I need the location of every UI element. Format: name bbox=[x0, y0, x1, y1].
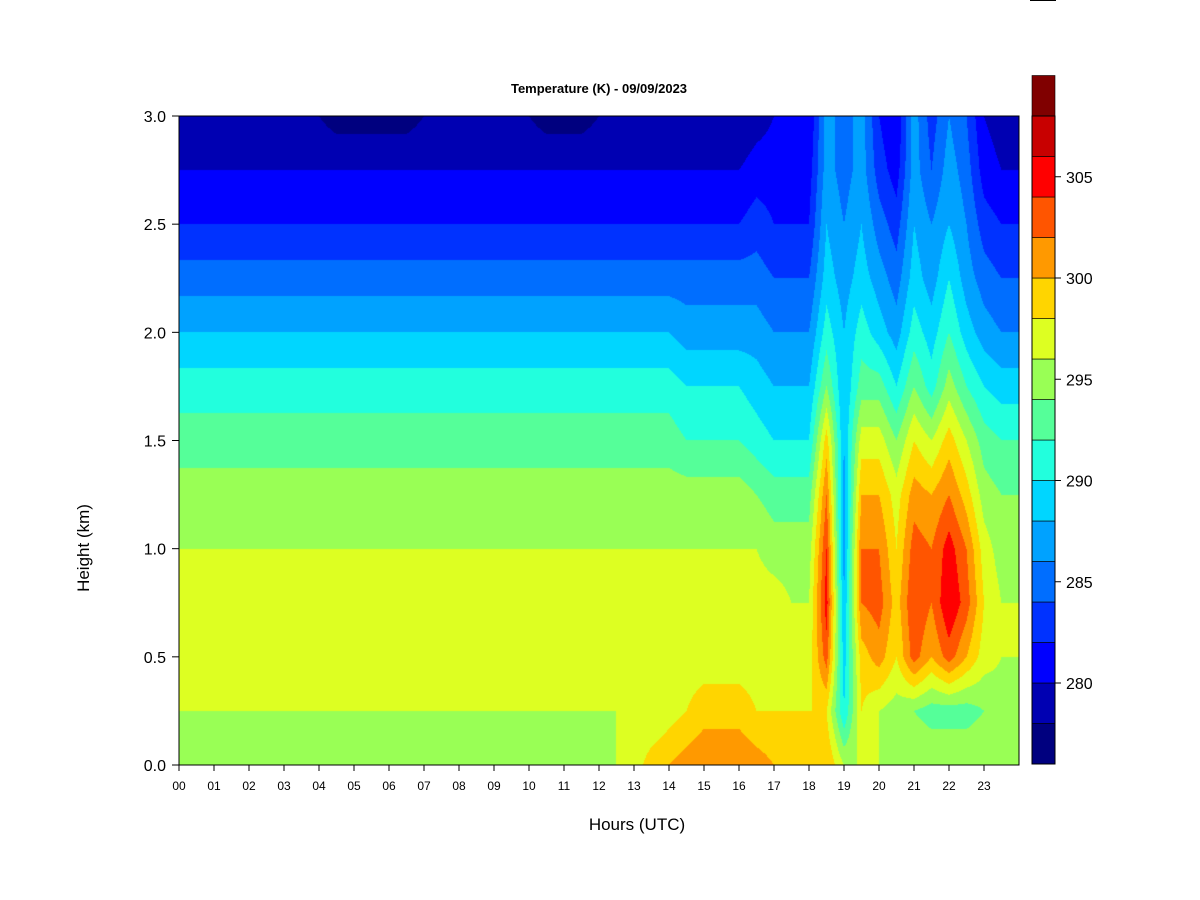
colorbar-swatch bbox=[1031, 196, 1056, 238]
colorbar-swatch bbox=[1031, 75, 1056, 117]
x-tick-label: 17 bbox=[767, 779, 781, 793]
colorbar-tick-label: 305 bbox=[1066, 170, 1093, 187]
x-tick-label: 11 bbox=[558, 779, 571, 793]
colorbar-swatch bbox=[1031, 115, 1056, 157]
colorbar-swatch bbox=[1031, 399, 1056, 441]
y-tick-label: 0.0 bbox=[144, 758, 166, 775]
colorbar-tick-label: 300 bbox=[1066, 271, 1093, 288]
x-tick-label: 05 bbox=[347, 779, 361, 793]
colorbar-tick-label: 295 bbox=[1066, 372, 1093, 389]
y-axis-label: Height (km) bbox=[74, 504, 93, 592]
colorbar-swatch bbox=[1031, 561, 1056, 603]
x-tick-label: 04 bbox=[312, 779, 326, 793]
x-tick-label: 06 bbox=[382, 779, 396, 793]
x-tick-label: 12 bbox=[592, 779, 606, 793]
colorbar-swatch bbox=[1031, 277, 1056, 319]
colorbar-swatch bbox=[1031, 358, 1056, 400]
x-tick-label: 13 bbox=[627, 779, 641, 793]
x-tick-label: 00 bbox=[172, 779, 186, 793]
x-tick-label: 18 bbox=[802, 779, 816, 793]
x-tick-label: 08 bbox=[452, 779, 466, 793]
x-tick-label: 10 bbox=[522, 779, 536, 793]
x-tick-label: 09 bbox=[487, 779, 501, 793]
x-tick-label: 16 bbox=[732, 779, 746, 793]
colorbar-swatch bbox=[1031, 520, 1056, 562]
temperature-field bbox=[179, 116, 1019, 765]
x-axis: 00 01 02 03 04 05 06 07 08 09 10 11 12 13 14 15 16 17 18 19… bbox=[172, 764, 991, 793]
x-tick-label: 01 bbox=[207, 779, 221, 793]
x-tick-label: 21 bbox=[907, 779, 921, 793]
x-tick-label: 20 bbox=[872, 779, 886, 793]
y-tick-label: 2.5 bbox=[144, 217, 166, 234]
x-tick-label: 15 bbox=[697, 779, 711, 793]
y-tick-label: 0.5 bbox=[144, 650, 166, 667]
colorbar: 280 285 290 295 300 305 bbox=[1031, 75, 1093, 765]
colorbar-swatch bbox=[1031, 237, 1056, 279]
colorbar-tick-label: 290 bbox=[1066, 474, 1093, 491]
colorbar-swatch bbox=[1031, 723, 1056, 765]
y-tick-label: 2.0 bbox=[144, 325, 166, 342]
heatmap-image bbox=[179, 116, 1019, 765]
colorbar-tick-label: 285 bbox=[1066, 575, 1093, 592]
y-tick-label: 3.0 bbox=[144, 109, 166, 126]
x-tick-label: 03 bbox=[277, 779, 291, 793]
chart-title: Temperature (K) - 09/09/2023 bbox=[511, 81, 687, 96]
colorbar-swatch bbox=[1031, 439, 1056, 481]
colorbar-tick-label: 280 bbox=[1066, 676, 1093, 693]
corner-mark bbox=[1030, 0, 1056, 1]
colorbar-swatch bbox=[1031, 480, 1056, 522]
y-tick-label: 1.5 bbox=[144, 434, 166, 451]
x-tick-label: 19 bbox=[837, 779, 851, 793]
colorbar-swatch bbox=[1031, 682, 1056, 724]
y-tick-label: 1.0 bbox=[144, 542, 166, 559]
colorbar-swatch bbox=[1031, 601, 1056, 643]
colorbar-frame bbox=[1031, 115, 1056, 765]
colorbar-swatch bbox=[1031, 318, 1056, 360]
y-axis: 0.0 0.5 1.0 1.5 2.0 2.5 3.0 bbox=[144, 109, 180, 775]
colorbar-swatch bbox=[1031, 642, 1056, 684]
x-axis-label: Hours (UTC) bbox=[589, 815, 685, 834]
x-tick-label: 23 bbox=[977, 779, 991, 793]
x-tick-label: 07 bbox=[417, 779, 431, 793]
x-tick-label: 02 bbox=[242, 779, 256, 793]
colorbar-swatch bbox=[1031, 156, 1056, 198]
x-tick-label: 14 bbox=[662, 779, 676, 793]
x-tick-label: 22 bbox=[942, 779, 956, 793]
